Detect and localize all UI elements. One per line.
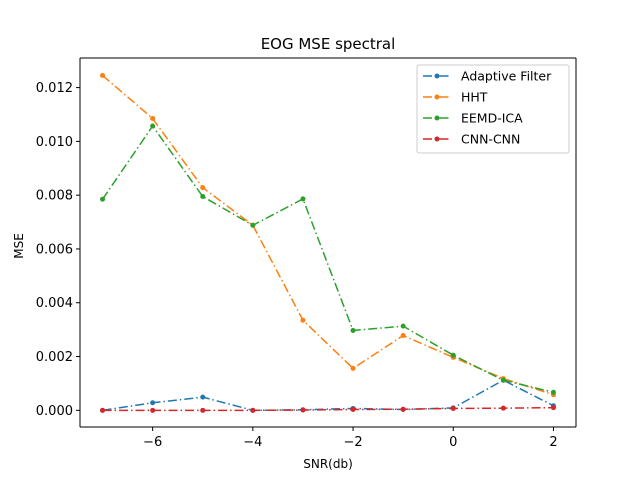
series-point-1-0	[100, 72, 106, 78]
series-point-2-1	[150, 123, 156, 129]
y-tick-label-1: 0.002	[36, 350, 73, 365]
series-point-3-9	[550, 405, 556, 411]
y-tick-label-4: 0.008	[36, 189, 73, 204]
series-point-0-1	[150, 400, 156, 406]
legend-label-2: EEMD-ICA	[461, 111, 523, 126]
series-point-3-3	[250, 407, 256, 413]
series-line-0	[102, 379, 554, 412]
series-point-1-6	[400, 333, 406, 339]
x-tick-label-3: 0	[449, 435, 457, 450]
series-point-3-2	[200, 407, 206, 413]
y-tick-label-6: 0.012	[36, 81, 73, 96]
y-tick-label-2: 0.004	[36, 296, 73, 311]
y-tick-label-5: 0.010	[36, 135, 73, 150]
series-point-2-0	[100, 196, 106, 202]
series-line-3	[102, 406, 554, 412]
series-point-2-8	[500, 377, 506, 383]
x-tick-label-0: −6	[143, 435, 162, 450]
series-point-2-2	[200, 194, 206, 200]
plot-area	[100, 72, 556, 413]
series-point-1-1	[150, 116, 156, 122]
series-point-2-4	[300, 196, 306, 202]
series-point-1-4	[300, 317, 306, 323]
x-tick-label-2: −2	[343, 435, 362, 450]
series-point-3-0	[100, 407, 106, 413]
x-axis-label: SNR(db)	[303, 457, 353, 471]
series-point-1-2	[200, 185, 206, 191]
x-tick-label-4: 2	[549, 435, 557, 450]
y-tick-label-0: 0.000	[36, 404, 73, 419]
series-point-3-5	[350, 407, 356, 413]
legend-marker-1	[434, 94, 440, 100]
legend-marker-3	[434, 136, 440, 142]
legend-label-1: HHT	[461, 90, 488, 105]
series-point-2-7	[450, 352, 456, 358]
y-tick-label-3: 0.006	[36, 242, 73, 257]
series-point-0-2	[200, 394, 206, 400]
series-point-3-4	[300, 407, 306, 413]
series-point-3-6	[400, 406, 406, 412]
series-line-2	[101, 125, 554, 394]
legend-label-3: CNN-CNN	[461, 132, 520, 147]
series-point-2-9	[550, 389, 556, 395]
series-point-3-8	[500, 405, 506, 411]
axes: −6 −4 −2 0 2 0.000 0.002 0.004 0.006 0.008 0.010 0.…	[36, 57, 577, 450]
legend-marker-2	[434, 115, 440, 121]
x-tick-label-1: −4	[243, 435, 262, 450]
legend-box	[416, 64, 570, 154]
legend-marker-0	[434, 73, 440, 79]
legend-label-0: Adaptive Filter	[461, 69, 552, 84]
series-point-3-1	[150, 407, 156, 413]
series-point-2-5	[350, 327, 356, 333]
series-point-2-6	[400, 323, 406, 329]
chart-title: EOG MSE spectral	[261, 35, 396, 53]
series-point-1-5	[350, 365, 356, 371]
legend: Adaptive Filter HHT EEMD-ICA CNN-CNN	[416, 64, 570, 154]
series-point-2-3	[250, 222, 256, 228]
y-axis-label: MSE	[12, 233, 26, 259]
series-point-3-7	[450, 405, 456, 411]
